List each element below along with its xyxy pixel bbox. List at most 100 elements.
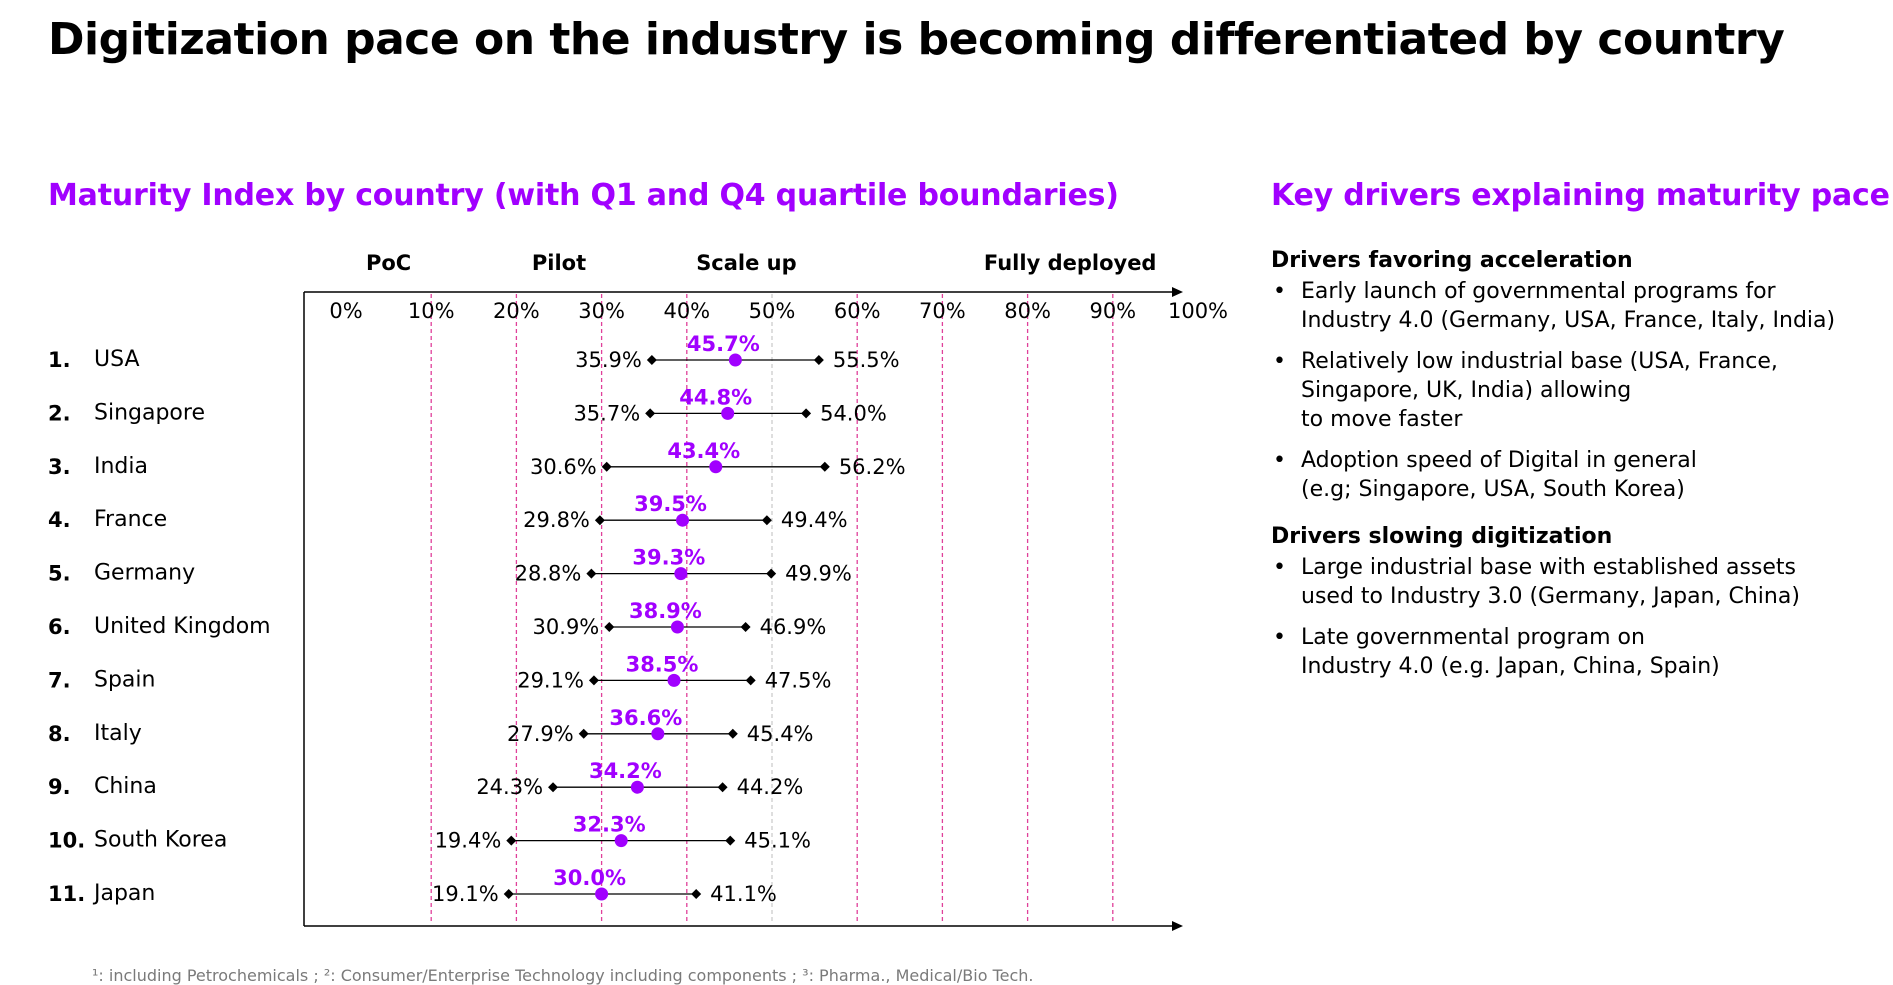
q1-marker <box>601 461 612 472</box>
q1-marker <box>594 515 605 526</box>
q1-marker <box>586 568 597 579</box>
median-label: 43.4% <box>667 439 740 463</box>
x-tick-label: 50% <box>749 299 796 323</box>
q1-label: 30.9% <box>533 615 600 639</box>
chart-title: Maturity Index by country (with Q1 and Q… <box>48 178 1119 213</box>
phase-label: Pilot <box>532 251 586 275</box>
country-rank: 4. <box>48 508 71 532</box>
q1-label: 28.8% <box>515 562 582 586</box>
median-dot <box>595 887 609 901</box>
acceleration-list: Early launch of governmental programs fo… <box>1271 277 1871 504</box>
country-name: South Korea <box>94 828 227 853</box>
q1-marker <box>645 408 656 419</box>
median-label: 30.0% <box>553 866 626 890</box>
median-label: 45.7% <box>687 332 760 356</box>
x-tick-label: 90% <box>1089 299 1136 323</box>
x-tick-label: 70% <box>919 299 966 323</box>
country-name: India <box>94 454 148 479</box>
median-dot <box>651 727 665 741</box>
country-name: China <box>94 774 157 799</box>
country-rank: 7. <box>48 668 71 692</box>
q4-label: 41.1% <box>710 882 777 906</box>
median-dot <box>670 620 684 634</box>
country-name: Germany <box>94 561 195 586</box>
country-rank: 1. <box>48 348 71 372</box>
country-row: 6. United Kingdom 30.9% 46.9% 38.9% <box>48 599 826 639</box>
q4-label: 46.9% <box>760 615 827 639</box>
country-row: 5. Germany 28.8% 49.9% 39.3% <box>48 546 852 586</box>
phase-labels: PoC Pilot Scale up Fully deployed <box>366 251 1156 275</box>
q4-label: 49.9% <box>785 562 852 586</box>
country-row: 1. USA 35.9% 55.5% 45.7% <box>48 332 900 372</box>
q1-marker <box>604 622 615 632</box>
x-tick-label: 0% <box>329 299 362 323</box>
country-row: 9. China 24.3% 44.2% 34.2% <box>48 759 803 799</box>
list-item: Late governmental program on Industry 4.… <box>1271 623 1871 681</box>
median-label: 34.2% <box>589 759 662 783</box>
median-label: 38.9% <box>629 599 702 623</box>
q1-label: 30.6% <box>530 455 597 479</box>
q1-marker <box>588 675 599 686</box>
q4-marker <box>717 782 728 793</box>
q1-label: 35.9% <box>575 348 642 372</box>
country-rank: 2. <box>48 401 71 425</box>
q1-label: 29.1% <box>517 668 584 692</box>
country-row: 2. Singapore 35.7% 54.0% 44.8% <box>48 385 887 425</box>
chart-gridlines <box>430 294 1114 924</box>
slowing-drivers: Drivers slowing digitization Large indus… <box>1271 522 1871 681</box>
phase-label: Fully deployed <box>984 251 1157 275</box>
country-row: 8. Italy 27.9% 45.4% 36.6% <box>48 706 814 746</box>
x-tick-label: 60% <box>834 299 881 323</box>
acceleration-drivers: Drivers favoring acceleration Early laun… <box>1271 246 1871 504</box>
q4-label: 54.0% <box>820 401 887 425</box>
top-axis-arrow <box>1172 287 1183 297</box>
country-name: Spain <box>94 667 155 692</box>
country-name: France <box>94 507 167 532</box>
q1-marker <box>646 355 657 365</box>
drivers-title: Key drivers explaining maturity pace <box>1271 178 1890 213</box>
median-label: 32.3% <box>573 813 646 837</box>
x-tick-label: 10% <box>408 299 455 323</box>
country-rank: 9. <box>48 775 71 799</box>
list-item: Large industrial base with established a… <box>1271 553 1871 611</box>
country-name: Japan <box>92 881 155 906</box>
q1-label: 27.9% <box>507 722 574 746</box>
q1-label: 29.8% <box>523 508 590 532</box>
median-dot <box>630 780 644 794</box>
q4-label: 55.5% <box>833 348 900 372</box>
x-tick-label: 80% <box>1004 299 1051 323</box>
q4-label: 49.4% <box>781 508 848 532</box>
q4-label: 45.1% <box>744 829 811 853</box>
q1-marker <box>548 782 559 793</box>
median-dot <box>614 834 628 848</box>
country-row: 3. India 30.6% 56.2% 43.4% <box>48 439 906 479</box>
median-label: 39.3% <box>632 546 705 570</box>
country-row: 10. South Korea 19.4% 45.1% 32.3% <box>48 813 811 853</box>
q1-label: 35.7% <box>573 401 640 425</box>
x-tick-label: 40% <box>663 299 710 323</box>
q1-marker <box>578 728 589 739</box>
q4-marker <box>801 408 812 419</box>
key-drivers-panel: Drivers favoring acceleration Early laun… <box>1271 246 1871 699</box>
q4-label: 45.4% <box>747 722 814 746</box>
country-name: Singapore <box>94 400 205 425</box>
footnote: ¹: including Petrochemicals ; ²: Consume… <box>92 966 1034 985</box>
q4-label: 44.2% <box>737 775 804 799</box>
q4-marker <box>727 728 738 739</box>
q4-marker <box>725 835 736 846</box>
list-item: Early launch of governmental programs fo… <box>1271 277 1871 335</box>
x-tick-label: 30% <box>578 299 625 323</box>
list-item: Relatively low industrial base (USA, Fra… <box>1271 347 1871 434</box>
page-title: Digitization pace on the industry is bec… <box>48 14 1785 65</box>
q4-marker <box>740 622 751 632</box>
median-dot <box>674 567 688 581</box>
median-label: 44.8% <box>679 385 752 409</box>
country-rank: 11. <box>48 882 85 906</box>
country-name: USA <box>94 347 140 372</box>
q4-marker <box>761 515 772 526</box>
median-label: 38.5% <box>626 652 699 676</box>
q1-label: 19.1% <box>432 882 499 906</box>
acceleration-heading: Drivers favoring acceleration <box>1271 248 1633 273</box>
median-dot <box>709 460 723 474</box>
bottom-axis-arrow <box>1172 921 1183 931</box>
